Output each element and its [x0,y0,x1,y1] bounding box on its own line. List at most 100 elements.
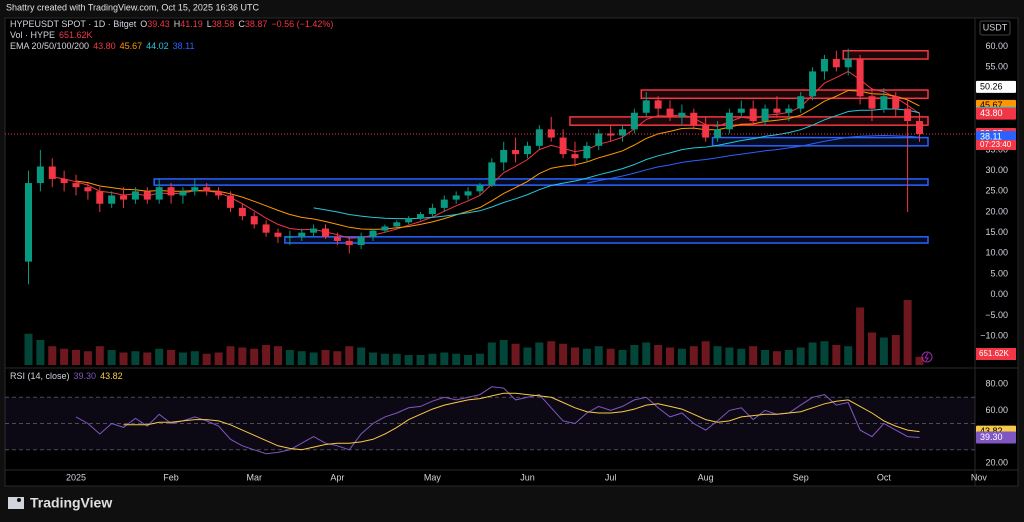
candle-body [250,216,258,225]
volume-bar [119,352,128,365]
candle-body [215,191,223,196]
volume-bar [190,351,199,365]
legend-item: 39.43 [147,19,170,29]
volume-bar [677,348,686,365]
volume-bar [262,345,271,365]
volume-bar [428,353,437,365]
volume-bar [725,347,734,365]
candle-body [120,195,128,200]
volume-bar [749,346,758,365]
volume-bar [72,350,81,365]
candle-body [880,96,888,109]
rsi-tag: 43.82 [980,426,1003,436]
legend-item: C [238,19,245,29]
volume-bar [95,346,104,365]
legend-item: RSI (14, close) [10,371,70,381]
zone [284,236,929,244]
x-tick-label: May [424,472,442,482]
candle-body [345,240,353,246]
candle-body [749,108,757,122]
volume-bar [392,353,401,365]
volume-legend: Vol · HYPE 651.62K [10,30,93,40]
candle-body [654,100,662,109]
candle-body [179,191,187,196]
volume-bar [416,355,425,365]
candle-body [96,191,104,204]
candle-body [547,129,555,138]
candle-body [48,166,56,179]
candle-body [488,162,496,186]
y-tick-label: 55.00 [985,62,1008,72]
legend-item: H [174,19,181,29]
volume-bar [48,346,57,365]
candle-body [417,214,425,219]
candle-body [72,183,80,188]
candle-body [464,191,472,196]
volume-bar [761,350,770,365]
candle-body [440,199,448,208]
volume-bar [309,352,318,365]
x-tick-label: Oct [877,472,892,482]
candle-body [892,96,900,109]
volume-bar [784,350,793,365]
countdown: 07:23:40 [980,140,1012,149]
x-tick-label: Mar [246,472,262,482]
price-tag-bg [976,80,1016,93]
candle-body [428,207,436,215]
currency[interactable]: USDT [983,22,1008,32]
volume-bar [297,351,306,365]
candle-body [916,121,923,134]
chart-frame [4,17,1019,487]
y-tick-label: 30.00 [985,165,1008,175]
candle-body [571,154,579,159]
volume-bar [630,345,639,365]
rsi-ma-line [123,392,920,451]
x-tick-label: Apr [330,472,344,482]
volume-bar [737,348,746,365]
volume-bar [570,347,579,365]
alert-icon[interactable] [921,351,933,363]
watermark: Shattry created with TradingView.com, Oc… [6,2,259,12]
candle-body [286,236,294,238]
y-tick-label: 25.00 [985,186,1008,196]
candle-body [856,59,864,97]
rsi-tag-bg [976,431,1016,444]
candle-body [868,96,876,109]
price-tag: 38.11 [980,131,1002,141]
legend-item: 43.82 [100,371,123,381]
candle-body [904,108,912,122]
x-tick-label: 2025 [66,472,86,482]
candle-body [820,59,828,72]
volume-bar [856,307,865,365]
candle-body [476,185,484,192]
volume-bar [666,347,675,365]
volume-bar [820,341,829,365]
volume-bar [523,347,532,365]
volume-bar [606,348,615,365]
legend-item: EMA 20/50/100/200 [10,41,89,51]
rsi-tick-label: 80.00 [985,379,1008,389]
volume-bar [844,346,853,365]
volume-bar [404,355,413,365]
volume-bar [250,348,259,365]
candle-body [678,112,686,117]
y-tick-label: 10.00 [985,248,1008,258]
currency-button[interactable] [979,20,1011,36]
x-tick-label: Jun [520,472,535,482]
x-tick-label: Jul [605,472,617,482]
rsi-legend: RSI (14, close) 39.30 43.82 [10,371,123,381]
volume-bar [60,348,69,365]
volume-bar [380,353,389,365]
volume-bar [879,337,888,365]
candle-body [131,191,139,200]
candle-body [203,187,211,192]
legend-item: 38.11 [173,41,195,51]
candle-body [452,195,460,200]
volume-bar [452,353,461,365]
legend-item: HYPEUSDT SPOT · 1D · Bitget [10,19,137,29]
candle-body [310,228,318,233]
candle-body [357,236,365,246]
x-tick-label: Nov [971,472,988,482]
legend-item: L [207,19,212,29]
volume-bar [107,350,116,365]
